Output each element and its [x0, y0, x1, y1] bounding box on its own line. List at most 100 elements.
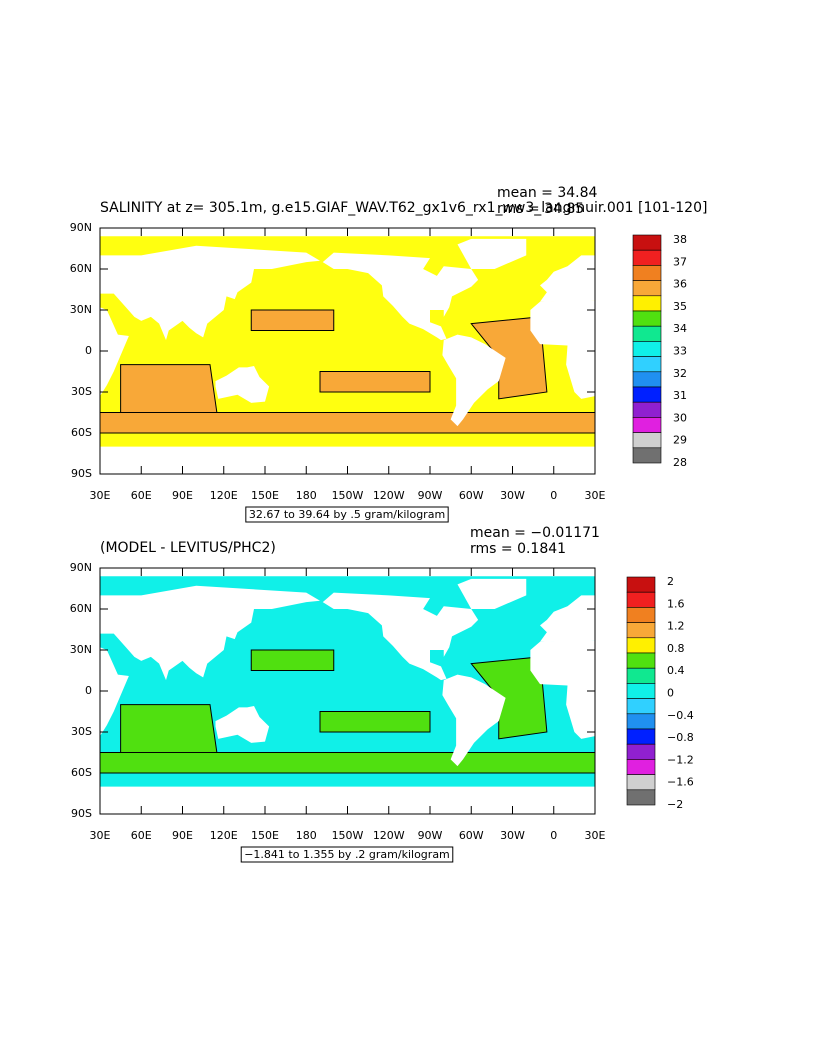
field-patch	[250, 309, 335, 331]
colorbar-box	[626, 759, 656, 775]
lon-label: 180	[296, 829, 317, 842]
land	[322, 592, 479, 681]
colorbar-box	[632, 325, 662, 342]
contour-info-box	[245, 506, 449, 523]
land	[215, 366, 270, 403]
lon-label: 120W	[373, 829, 405, 842]
land	[322, 252, 479, 341]
lat-label: 0	[85, 344, 92, 357]
lon-label: 150E	[251, 489, 279, 502]
colorbar-box	[626, 607, 656, 623]
colorbar-label: 0.4	[667, 664, 685, 677]
land	[540, 255, 595, 302]
colorbar-box	[632, 249, 662, 266]
colorbar-box	[632, 401, 662, 418]
colorbar-box	[626, 728, 656, 745]
contour-info: −1.841 to 1.355 by .2 gram/kilogram	[244, 848, 450, 861]
map	[100, 568, 595, 814]
colorbar-label: 34	[673, 322, 687, 335]
panel-title: (MODEL - LEVITUS/PHC2)	[100, 540, 276, 556]
colorbar-box	[626, 683, 656, 699]
colorbar-label: 1.2	[667, 620, 685, 633]
lat-label: 90N	[70, 561, 92, 574]
land	[530, 300, 595, 399]
field-patch	[120, 364, 218, 413]
land	[215, 706, 270, 743]
field-patch	[100, 752, 595, 774]
colorbar-label: 28	[673, 456, 687, 469]
land	[100, 307, 129, 397]
lon-label: 30E	[90, 489, 111, 502]
land	[442, 334, 506, 427]
colorbar-label: 33	[673, 345, 687, 358]
lat-label: 60S	[71, 426, 92, 439]
panel-title: SALINITY at z= 305.1m, g.e15.GIAF_WAV.T6…	[100, 200, 707, 216]
colorbar-box	[626, 591, 656, 608]
lon-label: 60W	[459, 489, 484, 502]
field-patch	[120, 704, 218, 753]
colorbar-box	[632, 341, 662, 357]
lat-label: 60N	[70, 602, 92, 615]
colorbar-box	[632, 371, 662, 388]
lon-label: 90W	[418, 489, 443, 502]
colorbar-box	[626, 774, 656, 791]
colorbar-box	[626, 789, 656, 806]
colorbar-box	[632, 356, 662, 373]
field-patch	[319, 371, 431, 393]
land	[457, 578, 527, 609]
colorbar-label: 2	[667, 575, 674, 588]
lat-label: 60N	[70, 262, 92, 275]
colorbar-label: −1.6	[667, 776, 694, 789]
land	[442, 674, 506, 767]
lat-label: 30N	[70, 643, 92, 656]
contour-info-box	[240, 846, 454, 863]
colorbar-label: 29	[673, 434, 687, 447]
lat-label: 90S	[71, 807, 92, 820]
colorbar-box	[626, 667, 656, 684]
colorbar-box	[632, 417, 662, 433]
lat-label: 30S	[71, 385, 92, 398]
colorbar-box	[632, 295, 662, 312]
colorbar-label: 37	[673, 255, 687, 268]
colorbar-label: −0.4	[667, 709, 694, 722]
mean-text: mean = −0.01171	[470, 525, 600, 541]
lon-label: 150E	[251, 829, 279, 842]
lon-label: 30E	[585, 829, 606, 842]
lat-label: 30S	[71, 725, 92, 738]
colorbar-box	[626, 743, 656, 760]
colorbar-label: −0.8	[667, 731, 694, 744]
map	[100, 228, 595, 474]
field-patch	[100, 412, 595, 434]
lon-label: 30W	[500, 829, 525, 842]
rms-text: rms = 34.85	[497, 201, 584, 217]
colorbar-box	[632, 280, 662, 297]
mean-text: mean = 34.84	[497, 185, 598, 201]
lon-label: 90E	[172, 489, 193, 502]
colorbar-label: 35	[673, 300, 687, 313]
land	[457, 238, 527, 269]
colorbar-box	[632, 234, 662, 251]
land	[100, 647, 129, 737]
lon-label: 60E	[131, 829, 152, 842]
colorbar-label: 38	[673, 233, 687, 246]
colorbar-box	[632, 265, 662, 281]
land	[530, 640, 595, 739]
colorbar-label: 31	[673, 389, 687, 402]
colorbar-label: 0	[667, 687, 674, 700]
colorbar-box	[632, 310, 662, 327]
colorbar-label: 36	[673, 278, 687, 291]
rms-text: rms = 0.1841	[470, 541, 566, 557]
lon-label: 30E	[585, 489, 606, 502]
contour-info: 32.67 to 39.64 by .5 gram/kilogram	[249, 508, 445, 521]
lon-label: 0	[550, 489, 557, 502]
lon-label: 90E	[172, 829, 193, 842]
colorbar-label: 1.6	[667, 597, 685, 610]
colorbar-box	[632, 432, 662, 449]
lon-label: 30E	[90, 829, 111, 842]
lon-label: 90W	[418, 829, 443, 842]
colorbar-box	[632, 447, 662, 464]
lat-label: 60S	[71, 766, 92, 779]
colorbar-box	[626, 652, 656, 669]
colorbar-label: 0.8	[667, 642, 685, 655]
